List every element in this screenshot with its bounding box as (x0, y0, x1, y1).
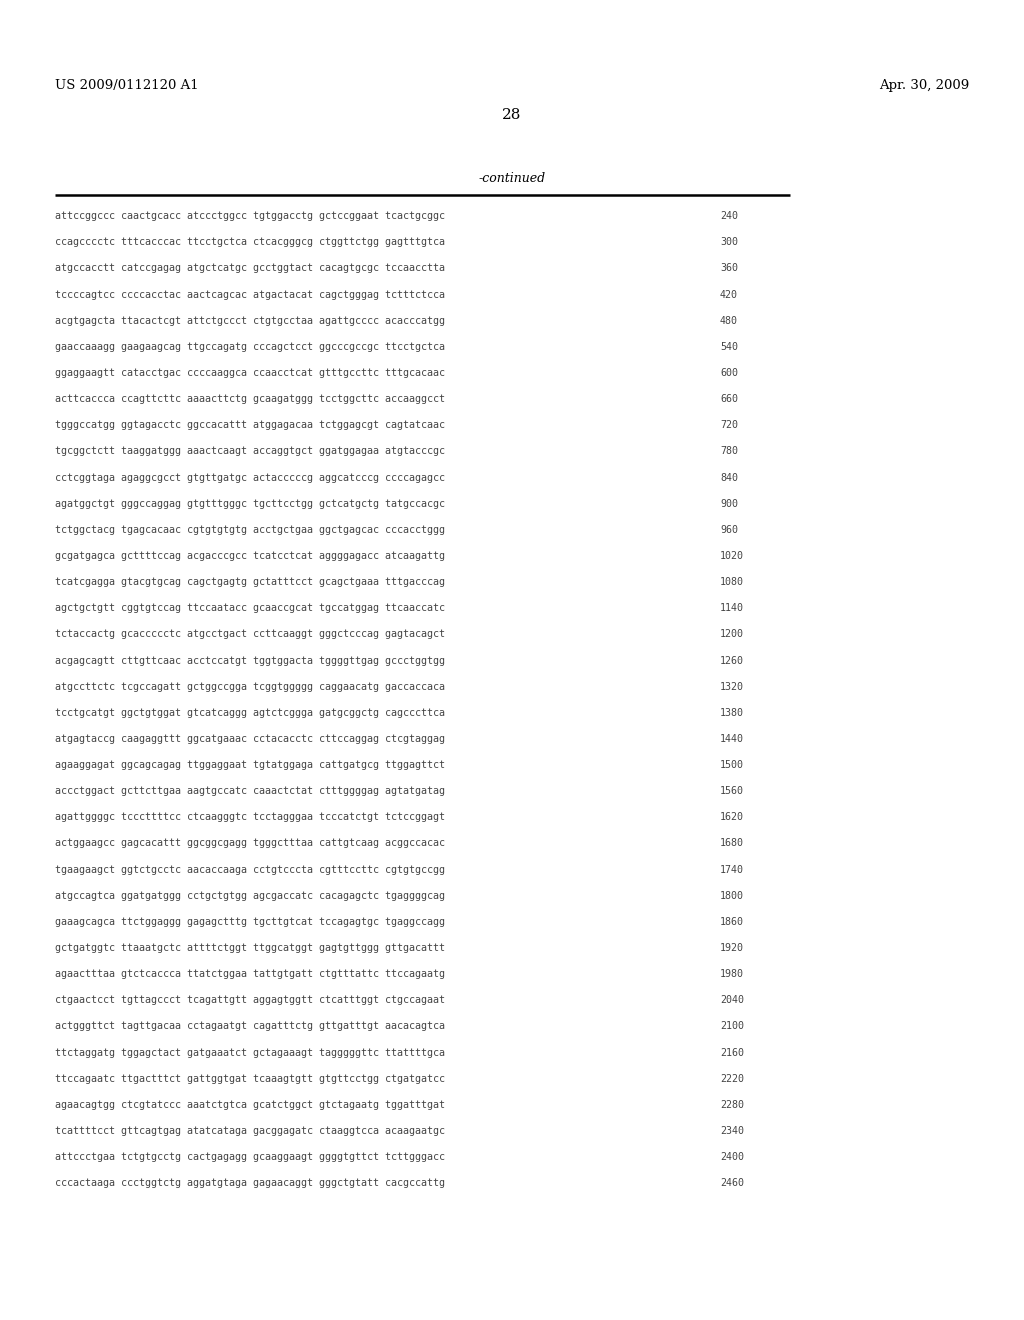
Text: ttctaggatg tggagctact gatgaaatct gctagaaagt tagggggttc ttattttgca: ttctaggatg tggagctact gatgaaatct gctagaa… (55, 1048, 445, 1057)
Text: 360: 360 (720, 264, 738, 273)
Text: ctgaactcct tgttagccct tcagattgtt aggagtggtt ctcatttggt ctgccagaat: ctgaactcct tgttagccct tcagattgtt aggagtg… (55, 995, 445, 1006)
Text: 1020: 1020 (720, 550, 744, 561)
Text: ggaggaagtt catacctgac ccccaaggca ccaacctcat gtttgccttc tttgcacaac: ggaggaagtt catacctgac ccccaaggca ccaacct… (55, 368, 445, 378)
Text: 2280: 2280 (720, 1100, 744, 1110)
Text: 2160: 2160 (720, 1048, 744, 1057)
Text: 1140: 1140 (720, 603, 744, 614)
Text: actgggttct tagttgacaa cctagaatgt cagatttctg gttgatttgt aacacagtca: actgggttct tagttgacaa cctagaatgt cagattt… (55, 1022, 445, 1031)
Text: Apr. 30, 2009: Apr. 30, 2009 (879, 79, 969, 92)
Text: gctgatggtc ttaaatgctc attttctggt ttggcatggt gagtgttggg gttgacattt: gctgatggtc ttaaatgctc attttctggt ttggcat… (55, 942, 445, 953)
Text: acttcaccca ccagttcttc aaaacttctg gcaagatggg tcctggcttc accaaggcct: acttcaccca ccagttcttc aaaacttctg gcaagat… (55, 395, 445, 404)
Text: 480: 480 (720, 315, 738, 326)
Text: agaactttaa gtctcaccca ttatctggaa tattgtgatt ctgtttattc ttccagaatg: agaactttaa gtctcaccca ttatctggaa tattgtg… (55, 969, 445, 979)
Text: accctggact gcttcttgaa aagtgccatc caaactctat ctttggggag agtatgatag: accctggact gcttcttgaa aagtgccatc caaactc… (55, 787, 445, 796)
Text: 300: 300 (720, 238, 738, 247)
Text: 540: 540 (720, 342, 738, 352)
Text: 660: 660 (720, 395, 738, 404)
Text: 900: 900 (720, 499, 738, 508)
Text: tccccagtcc ccccacctac aactcagcac atgactacat cagctgggag tctttctcca: tccccagtcc ccccacctac aactcagcac atgacta… (55, 289, 445, 300)
Text: agattggggc tcccttttcc ctcaagggtc tcctagggaa tcccatctgt tctccggagt: agattggggc tcccttttcc ctcaagggtc tcctagg… (55, 812, 445, 822)
Text: 1560: 1560 (720, 787, 744, 796)
Text: tctaccactg gcaccccctc atgcctgact ccttcaaggt gggctcccag gagtacagct: tctaccactg gcaccccctc atgcctgact ccttcaa… (55, 630, 445, 639)
Text: tcatcgagga gtacgtgcag cagctgagtg gctatttcct gcagctgaaa tttgacccag: tcatcgagga gtacgtgcag cagctgagtg gctattt… (55, 577, 445, 587)
Text: 960: 960 (720, 525, 738, 535)
Text: 1200: 1200 (720, 630, 744, 639)
Text: cctcggtaga agaggcgcct gtgttgatgc actacccccg aggcatcccg ccccagagcc: cctcggtaga agaggcgcct gtgttgatgc actaccc… (55, 473, 445, 483)
Text: 1920: 1920 (720, 942, 744, 953)
Text: actggaagcc gagcacattt ggcggcgagg tgggctttaa cattgtcaag acggccacac: actggaagcc gagcacattt ggcggcgagg tgggctt… (55, 838, 445, 849)
Text: tcctgcatgt ggctgtggat gtcatcaggg agtctcggga gatgcggctg cagcccttca: tcctgcatgt ggctgtggat gtcatcaggg agtctcg… (55, 708, 445, 718)
Text: atgagtaccg caagaggttt ggcatgaaac cctacacctc cttccaggag ctcgtaggag: atgagtaccg caagaggttt ggcatgaaac cctacac… (55, 734, 445, 744)
Text: 1260: 1260 (720, 656, 744, 665)
Text: 2100: 2100 (720, 1022, 744, 1031)
Text: 1440: 1440 (720, 734, 744, 744)
Text: tgggccatgg ggtagacctc ggccacattt atggagacaa tctggagcgt cagtatcaac: tgggccatgg ggtagacctc ggccacattt atggaga… (55, 420, 445, 430)
Text: 780: 780 (720, 446, 738, 457)
Text: 2340: 2340 (720, 1126, 744, 1137)
Text: 2040: 2040 (720, 995, 744, 1006)
Text: atgccttctc tcgccagatt gctggccgga tcggtggggg caggaacatg gaccaccaca: atgccttctc tcgccagatt gctggccgga tcggtgg… (55, 681, 445, 692)
Text: 28: 28 (503, 108, 521, 123)
Text: ttccagaatc ttgactttct gattggtgat tcaaagtgtt gtgttcctgg ctgatgatcc: ttccagaatc ttgactttct gattggtgat tcaaagt… (55, 1073, 445, 1084)
Text: acgtgagcta ttacactcgt attctgccct ctgtgcctaa agattgcccc acacccatgg: acgtgagcta ttacactcgt attctgccct ctgtgcc… (55, 315, 445, 326)
Text: tcattttcct gttcagtgag atatcataga gacggagatc ctaaggtcca acaagaatgc: tcattttcct gttcagtgag atatcataga gacggag… (55, 1126, 445, 1137)
Text: atgccacctt catccgagag atgctcatgc gcctggtact cacagtgcgc tccaacctta: atgccacctt catccgagag atgctcatgc gcctggt… (55, 264, 445, 273)
Text: 1980: 1980 (720, 969, 744, 979)
Text: 420: 420 (720, 289, 738, 300)
Text: 720: 720 (720, 420, 738, 430)
Text: gaaagcagca ttctggaggg gagagctttg tgcttgtcat tccagagtgc tgaggccagg: gaaagcagca ttctggaggg gagagctttg tgcttgt… (55, 917, 445, 927)
Text: 240: 240 (720, 211, 738, 222)
Text: agctgctgtt cggtgtccag ttccaatacc gcaaccgcat tgccatggag ttcaaccatc: agctgctgtt cggtgtccag ttccaatacc gcaaccg… (55, 603, 445, 614)
Text: US 2009/0112120 A1: US 2009/0112120 A1 (55, 79, 199, 92)
Text: agaacagtgg ctcgtatccc aaatctgtca gcatctggct gtctagaatg tggatttgat: agaacagtgg ctcgtatccc aaatctgtca gcatctg… (55, 1100, 445, 1110)
Text: 1380: 1380 (720, 708, 744, 718)
Text: 2220: 2220 (720, 1073, 744, 1084)
Text: 1080: 1080 (720, 577, 744, 587)
Text: ccagcccctc tttcacccac ttcctgctca ctcacgggcg ctggttctgg gagtttgtca: ccagcccctc tttcacccac ttcctgctca ctcacgg… (55, 238, 445, 247)
Text: agaaggagat ggcagcagag ttggaggaat tgtatggaga cattgatgcg ttggagttct: agaaggagat ggcagcagag ttggaggaat tgtatgg… (55, 760, 445, 770)
Text: attccctgaa tctgtgcctg cactgagagg gcaaggaagt ggggtgttct tcttgggacc: attccctgaa tctgtgcctg cactgagagg gcaagga… (55, 1152, 445, 1162)
Text: 1620: 1620 (720, 812, 744, 822)
Text: 1320: 1320 (720, 681, 744, 692)
Text: 1680: 1680 (720, 838, 744, 849)
Text: tgcggctctt taaggatggg aaactcaagt accaggtgct ggatggagaa atgtacccgc: tgcggctctt taaggatggg aaactcaagt accaggt… (55, 446, 445, 457)
Text: attccggccc caactgcacc atccctggcc tgtggacctg gctccggaat tcactgcggc: attccggccc caactgcacc atccctggcc tgtggac… (55, 211, 445, 222)
Text: 1500: 1500 (720, 760, 744, 770)
Text: gcgatgagca gcttttccag acgacccgcc tcatcctcat aggggagacc atcaagattg: gcgatgagca gcttttccag acgacccgcc tcatcct… (55, 550, 445, 561)
Text: 1740: 1740 (720, 865, 744, 875)
Text: cccactaaga ccctggtctg aggatgtaga gagaacaggt gggctgtatt cacgccattg: cccactaaga ccctggtctg aggatgtaga gagaaca… (55, 1179, 445, 1188)
Text: -continued: -continued (478, 172, 546, 185)
Text: atgccagtca ggatgatggg cctgctgtgg agcgaccatc cacagagctc tgaggggcag: atgccagtca ggatgatggg cctgctgtgg agcgacc… (55, 891, 445, 900)
Text: agatggctgt gggccaggag gtgtttgggc tgcttcctgg gctcatgctg tatgccacgc: agatggctgt gggccaggag gtgtttgggc tgcttcc… (55, 499, 445, 508)
Text: acgagcagtt cttgttcaac acctccatgt tggtggacta tggggttgag gccctggtgg: acgagcagtt cttgttcaac acctccatgt tggtgga… (55, 656, 445, 665)
Text: tctggctacg tgagcacaac cgtgtgtgtg acctgctgaa ggctgagcac cccacctggg: tctggctacg tgagcacaac cgtgtgtgtg acctgct… (55, 525, 445, 535)
Text: 840: 840 (720, 473, 738, 483)
Text: gaaccaaagg gaagaagcag ttgccagatg cccagctcct ggcccgccgc ttcctgctca: gaaccaaagg gaagaagcag ttgccagatg cccagct… (55, 342, 445, 352)
Text: 2400: 2400 (720, 1152, 744, 1162)
Text: 1800: 1800 (720, 891, 744, 900)
Text: 2460: 2460 (720, 1179, 744, 1188)
Text: 1860: 1860 (720, 917, 744, 927)
Text: 600: 600 (720, 368, 738, 378)
Text: tgaagaagct ggtctgcctc aacaccaaga cctgtcccta cgtttccttc cgtgtgccgg: tgaagaagct ggtctgcctc aacaccaaga cctgtcc… (55, 865, 445, 875)
